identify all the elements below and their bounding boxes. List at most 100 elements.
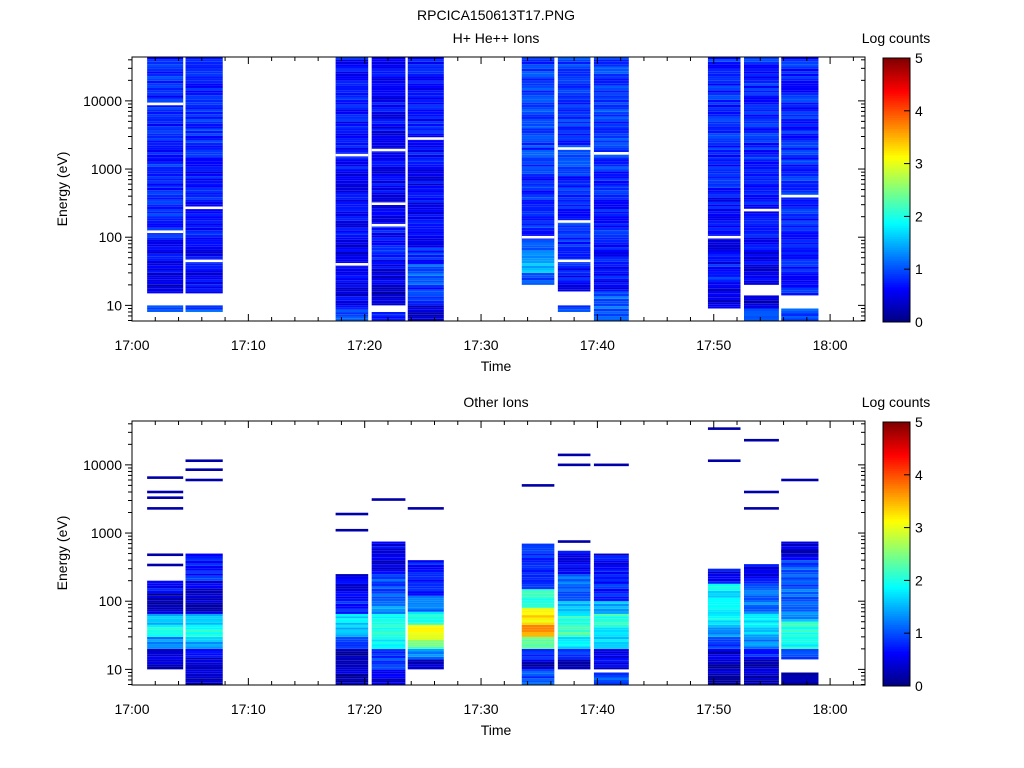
colorbar-swatch: [883, 639, 910, 643]
colorbar-swatch: [883, 472, 910, 476]
spectrogram-cell: [407, 666, 444, 670]
spectrogram-cell: [185, 241, 223, 245]
spectrogram-cell: [371, 208, 406, 212]
spectrogram-cell: [185, 68, 223, 72]
spectrogram-cell: [744, 126, 779, 129]
colorbar-label: Log counts: [862, 394, 931, 410]
spectrogram-cell: [781, 183, 819, 186]
colorbar-swatch: [883, 569, 910, 573]
spectrogram-cell: [407, 659, 444, 662]
spectrogram-cell: [557, 244, 591, 247]
spectrogram-cell: [407, 661, 444, 665]
spectrogram-cell: [781, 209, 819, 212]
spectrogram-cell: [407, 648, 444, 652]
spectrogram-cell: [707, 197, 741, 200]
spectrogram-cell: [371, 268, 406, 272]
spectrogram-cell: [521, 603, 555, 606]
spectrogram-cell: [707, 646, 741, 649]
spectrogram-cell: [521, 641, 555, 645]
colorbar-swatch: [883, 615, 910, 619]
spectrogram-cell: [557, 553, 591, 556]
spectrogram-cell: [371, 303, 406, 306]
spectrogram-cell: [707, 111, 741, 115]
spectrogram-cell: [335, 211, 369, 214]
spectrogram-cell: [557, 99, 591, 103]
spectrogram-cell: [593, 618, 629, 621]
spectrogram-cell: [371, 192, 406, 195]
spectrogram-cell: [781, 166, 819, 170]
spectrogram-cell: [521, 646, 555, 649]
spectrogram-cell: [335, 140, 369, 143]
spectrogram-cell: [407, 284, 444, 288]
spectrogram-cell: [707, 121, 741, 124]
y-tick-label: 10: [106, 297, 122, 313]
spectrogram-cell: [593, 613, 629, 617]
spectrogram-cell: [593, 209, 629, 212]
colorbar-tick-label: 4: [915, 103, 923, 119]
spectrogram-cell: [185, 556, 223, 559]
spectrogram-cell: [335, 581, 369, 584]
spectrogram-cell: [593, 627, 629, 630]
spectrogram-cell: [335, 102, 369, 105]
spectrogram-cell: [744, 169, 779, 172]
spectrogram-cell: [781, 142, 819, 146]
spectrogram-cell: [521, 678, 555, 681]
spectrogram-cell: [185, 682, 223, 685]
spectrogram-cell: [185, 669, 223, 672]
colorbar-swatch: [883, 313, 910, 316]
colorbar-swatch: [883, 499, 910, 502]
colorbar-swatch: [883, 187, 910, 191]
spectrogram-cell: [521, 190, 555, 193]
spectrogram-cell: [744, 313, 779, 316]
spectrogram-cell: [781, 102, 819, 105]
spectrogram-cell: [407, 102, 444, 105]
spectrogram-cell: [335, 107, 369, 110]
spectrogram-cell: [781, 574, 819, 578]
spectrogram-cell: [521, 607, 555, 611]
spectrogram-cell: [744, 111, 779, 115]
spectrogram-cell: [781, 614, 819, 617]
spectrogram-cell: [147, 126, 184, 129]
panel-title: Other Ions: [463, 394, 528, 410]
spectrogram-cell: [707, 180, 741, 184]
spectrogram-cell: [707, 135, 741, 139]
spectrogram-cell: [744, 278, 779, 281]
spectrogram-cell: [335, 314, 369, 317]
spectrogram-cell: [744, 303, 779, 306]
spectrogram-cell: [593, 291, 629, 294]
colorbar-swatch: [883, 126, 910, 129]
spectrogram-cell: [521, 548, 555, 551]
spectrogram-line: [781, 549, 819, 553]
spectrogram-cell: [593, 92, 629, 96]
spectrogram-cell: [781, 264, 819, 267]
spectrogram-cell: [407, 564, 444, 568]
spectrogram-cell: [744, 199, 779, 202]
colorbar-swatch: [883, 152, 910, 156]
spectrogram-cell: [744, 242, 779, 245]
spectrogram-cell: [521, 258, 555, 261]
spectrogram-cell: [707, 192, 741, 195]
spectrogram-cell: [557, 571, 591, 575]
data-gap: [781, 194, 819, 198]
spectrogram-cell: [147, 192, 184, 195]
spectrogram-cell: [371, 266, 406, 269]
spectrogram-cell: [781, 109, 819, 112]
spectrogram-cell: [557, 104, 591, 108]
spectrogram-cell: [707, 629, 741, 633]
y-tick-label: 100: [99, 229, 123, 245]
spectrogram-cell: [593, 259, 629, 262]
spectrogram-cell: [407, 287, 444, 290]
spectrogram-cell: [557, 95, 591, 98]
spectrogram-cell: [707, 249, 741, 253]
spectrogram-cell: [593, 107, 629, 110]
colorbar-swatch: [883, 190, 910, 193]
spectrogram-cell: [593, 298, 629, 302]
spectrogram-cell: [557, 211, 591, 214]
spectrogram-cell: [147, 90, 184, 93]
colorbar-swatch: [883, 494, 910, 498]
colorbar-swatch: [883, 536, 910, 540]
spectrogram-cell: [147, 133, 184, 136]
spectrogram-cell: [781, 584, 819, 587]
spectrogram-cell: [371, 553, 406, 556]
spectrogram-cell: [707, 201, 741, 205]
